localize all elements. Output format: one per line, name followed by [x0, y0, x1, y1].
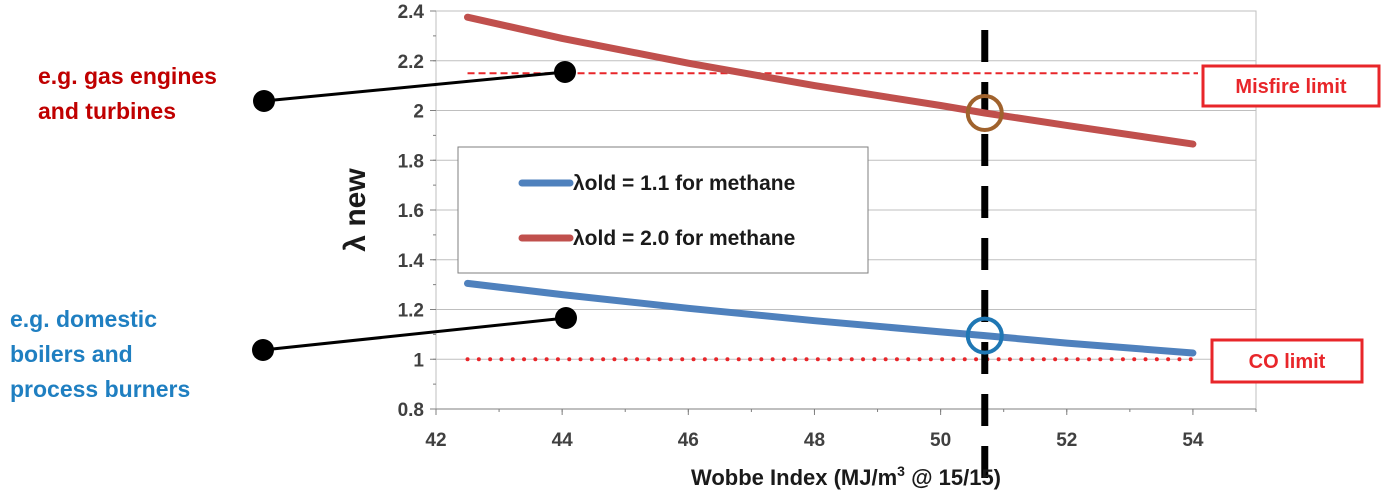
- domestic-label-line-1: e.g. domestic: [10, 306, 157, 332]
- domestic-leader-dot-right: [555, 307, 577, 329]
- x-tick-label: 50: [930, 430, 951, 451]
- gas-engines-leader-dot-left: [253, 90, 275, 112]
- co-limit-box: [1210, 338, 1364, 384]
- domestic-callout: e.g. domestic boilers and process burner…: [10, 306, 577, 402]
- y-tick-label: 2.2: [398, 52, 424, 73]
- gas-engines-label-line-2: and turbines: [38, 98, 176, 124]
- y-tick-label: 1.8: [398, 151, 424, 172]
- y-axis-ticks: 0.8 1 1.2 1.4 1.6 1.8 2 2.2 2.4: [398, 2, 436, 421]
- x-tick-label: 46: [678, 430, 699, 451]
- legend-box: [457, 146, 869, 274]
- x-tick-label: 44: [552, 430, 574, 451]
- intersection-marker-2: [965, 316, 1004, 355]
- y-tick-label: 1.6: [398, 201, 424, 222]
- series-lines: [464, 13, 1197, 357]
- domestic-leader-dot-left: [252, 339, 274, 361]
- y-tick-label: 2: [413, 102, 424, 123]
- domestic-label-line-3: process burners: [10, 376, 190, 402]
- x-tick-label: 54: [1182, 430, 1204, 451]
- domestic-label-line-2: boilers and: [10, 341, 133, 367]
- y-tick-label: 1.4: [398, 251, 425, 272]
- x-axis-ticks: 42 44 46 48 50 52 54: [425, 408, 1257, 451]
- legend-label-series-2: λold = 2.0 for methane: [573, 227, 795, 250]
- reference-lines: [465, 30, 1200, 498]
- series-line-2: [464, 13, 1197, 148]
- x-tick-label: 48: [804, 430, 825, 451]
- misfire-limit-text: Misfire limit: [1235, 76, 1346, 98]
- gas-engines-leader-dot-right: [554, 61, 576, 83]
- series-line-1: [464, 279, 1197, 357]
- co-limit-text: CO limit: [1249, 351, 1326, 373]
- misfire-limit-box: [1201, 64, 1381, 108]
- intersection-marker-1: [965, 93, 1004, 132]
- gas-engines-label-line-1: e.g. gas engines: [38, 63, 217, 89]
- x-axis-title: Wobbe Index (MJ/m3 @ 15/15): [691, 463, 1001, 490]
- y-tick-label: 2.4: [398, 2, 425, 23]
- y-tick-label: 0.8: [398, 400, 424, 421]
- y-axis-title: λ new: [339, 168, 372, 252]
- co-limit-label: CO limit: [1210, 338, 1364, 384]
- domestic-leader-line: [262, 316, 567, 352]
- gas-engines-callout: e.g. gas engines and turbines: [38, 61, 576, 124]
- y-tick-label: 1.2: [398, 301, 424, 322]
- misfire-limit-label: Misfire limit: [1201, 64, 1381, 108]
- x-tick-label: 42: [425, 430, 446, 451]
- gas-engines-leader-line: [263, 70, 566, 103]
- circle-markers: [965, 93, 1004, 355]
- legend: λold = 1.1 for methane λold = 2.0 for me…: [457, 146, 869, 274]
- legend-label-series-1: λold = 1.1 for methane: [573, 172, 795, 195]
- x-tick-label: 52: [1056, 430, 1077, 451]
- y-tick-label: 1: [413, 350, 424, 371]
